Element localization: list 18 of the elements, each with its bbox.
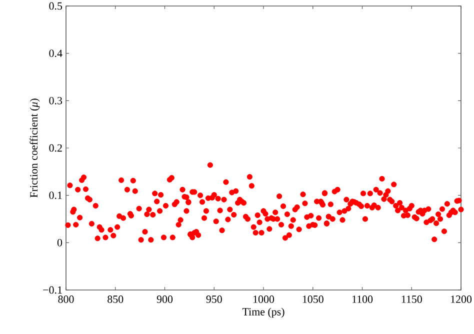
y-tick-label: 0 — [57, 238, 62, 246]
y-tick-label: 0.2 — [49, 144, 62, 152]
y-tick-label: −0.1 — [43, 286, 62, 294]
x-tick-label: 850 — [108, 296, 124, 303]
x-tick-label: 1150 — [402, 296, 422, 303]
x-tick-label: 1100 — [352, 296, 373, 303]
x-tick-label: 1000 — [254, 296, 274, 303]
y-tick-label: 0.4 — [49, 50, 62, 58]
x-axis-title: Time (ps) — [242, 308, 284, 318]
x-tick-label: 900 — [156, 296, 173, 303]
x-tick-label: 950 — [206, 296, 222, 303]
x-tick-label: 800 — [58, 296, 74, 303]
y-tick-label: 0.1 — [49, 192, 62, 200]
y-tick-label: 0.5 — [49, 2, 62, 10]
y-axis-title: Friction coefficient (μ) — [30, 98, 40, 198]
x-tick-label: 1200 — [451, 296, 472, 303]
x-tick-label: 1050 — [302, 296, 324, 303]
y-tick-label: 0.3 — [49, 96, 62, 104]
